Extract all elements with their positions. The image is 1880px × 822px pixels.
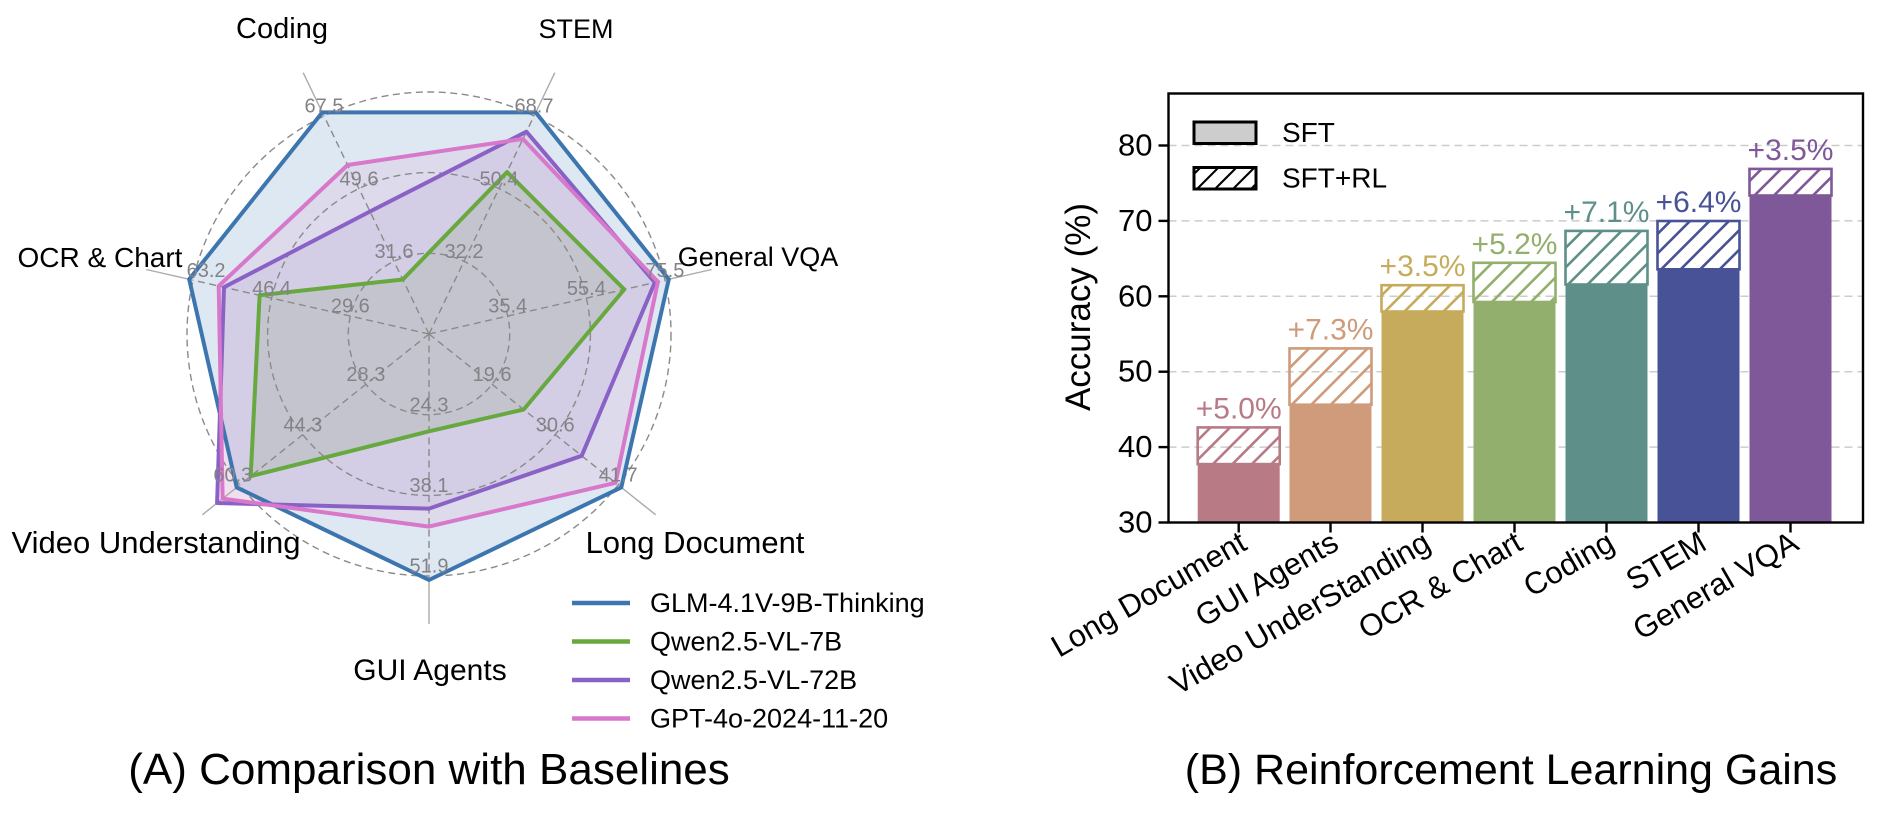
- svg-text:(A) Comparison with Baselines: (A) Comparison with Baselines: [128, 745, 730, 794]
- svg-text:General VQA: General VQA: [678, 242, 839, 272]
- svg-text:+3.5%: +3.5%: [1380, 250, 1466, 283]
- svg-text:Qwen2.5-VL-72B: Qwen2.5-VL-72B: [650, 665, 857, 695]
- svg-text:SFT+RL: SFT+RL: [1282, 163, 1387, 194]
- svg-text:+5.2%: +5.2%: [1472, 228, 1558, 261]
- svg-text:Qwen2.5-VL-7B: Qwen2.5-VL-7B: [650, 627, 842, 657]
- svg-text:Accuracy (%): Accuracy (%): [1059, 203, 1098, 411]
- svg-text:+3.5%: +3.5%: [1748, 134, 1834, 167]
- svg-text:GPT-4o-2024-11-20: GPT-4o-2024-11-20: [650, 704, 888, 734]
- svg-text:40: 40: [1118, 429, 1152, 464]
- svg-text:32.2: 32.2: [445, 241, 484, 263]
- svg-text:41.7: 41.7: [599, 465, 638, 487]
- svg-text:67.5: 67.5: [305, 96, 344, 118]
- svg-text:Coding: Coding: [236, 13, 328, 45]
- svg-text:44.3: 44.3: [283, 414, 322, 436]
- svg-text:55.4: 55.4: [567, 278, 606, 300]
- svg-text:68.7: 68.7: [515, 96, 554, 118]
- svg-text:(B) Reinforcement Learning Gai: (B) Reinforcement Learning Gains: [1185, 746, 1837, 794]
- svg-text:63.2: 63.2: [187, 260, 226, 282]
- svg-text:35.4: 35.4: [488, 296, 527, 318]
- svg-text:50: 50: [1118, 354, 1152, 389]
- svg-text:Long Document: Long Document: [586, 525, 805, 560]
- svg-text:Video Understanding: Video Understanding: [12, 525, 301, 560]
- svg-text:+5.0%: +5.0%: [1196, 392, 1282, 425]
- svg-text:24.3: 24.3: [410, 394, 449, 416]
- svg-text:SFT: SFT: [1282, 117, 1335, 148]
- svg-text:51.9: 51.9: [410, 556, 449, 578]
- svg-text:60.3: 60.3: [213, 465, 252, 487]
- svg-text:30: 30: [1118, 505, 1152, 540]
- svg-text:38.1: 38.1: [410, 475, 449, 497]
- svg-text:19.6: 19.6: [473, 364, 512, 386]
- svg-text:49.6: 49.6: [340, 168, 379, 190]
- svg-text:+7.1%: +7.1%: [1564, 196, 1650, 229]
- svg-text:80: 80: [1118, 128, 1152, 163]
- svg-text:70: 70: [1118, 203, 1152, 238]
- svg-text:29.6: 29.6: [331, 296, 370, 318]
- svg-text:46.4: 46.4: [252, 278, 291, 300]
- svg-text:60: 60: [1118, 278, 1152, 313]
- svg-text:30.6: 30.6: [536, 414, 575, 436]
- svg-text:31.6: 31.6: [375, 241, 414, 263]
- svg-text:STEM: STEM: [538, 14, 613, 44]
- svg-text:50.4: 50.4: [480, 168, 519, 190]
- svg-text:+7.3%: +7.3%: [1288, 313, 1374, 346]
- svg-text:OCR & Chart: OCR & Chart: [18, 242, 183, 273]
- svg-text:28.3: 28.3: [346, 364, 385, 386]
- svg-text:GUI Agents: GUI Agents: [353, 654, 506, 687]
- svg-text:GLM-4.1V-9B-Thinking: GLM-4.1V-9B-Thinking: [650, 588, 925, 618]
- svg-text:75.5: 75.5: [645, 260, 684, 282]
- svg-text:+6.4%: +6.4%: [1656, 186, 1742, 219]
